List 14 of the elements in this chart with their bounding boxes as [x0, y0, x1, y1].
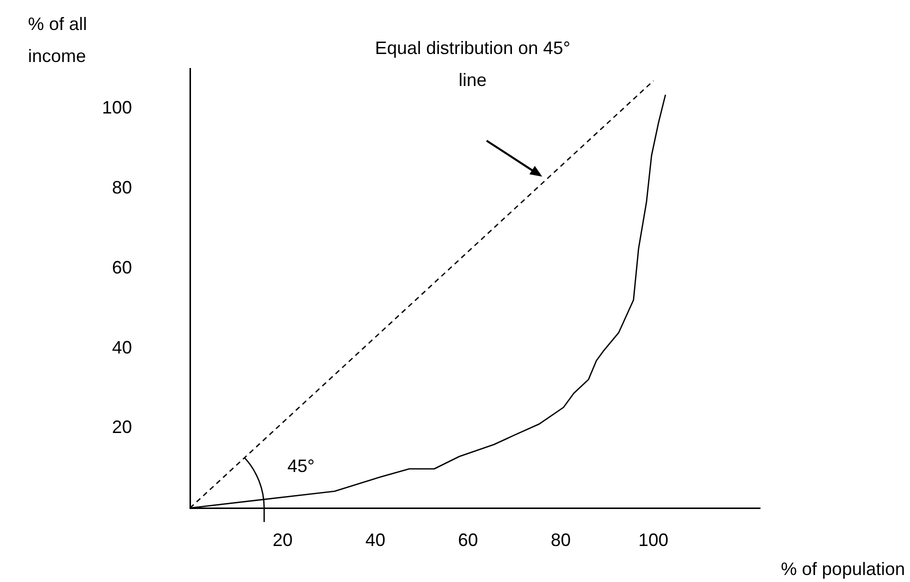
x-tick-label: 60 [458, 530, 478, 550]
x-tick-label: 100 [638, 530, 668, 550]
y-tick-label: 100 [102, 98, 132, 118]
x-tick-label: 40 [365, 530, 386, 550]
annotation: Equal distribution on 45° line [375, 38, 570, 90]
y-tick-label: 40 [112, 337, 132, 358]
x-tick-label: 20 [272, 530, 293, 550]
y-axis-title: % of all income [28, 14, 88, 66]
x-axis-title: % of population [780, 559, 905, 579]
annotation: 45° [287, 456, 315, 476]
y-tick-label: 60 [112, 257, 132, 278]
y-tick-label: 20 [112, 417, 132, 438]
x-tick-label: 80 [550, 530, 571, 550]
y-tick-label: 80 [112, 178, 132, 198]
